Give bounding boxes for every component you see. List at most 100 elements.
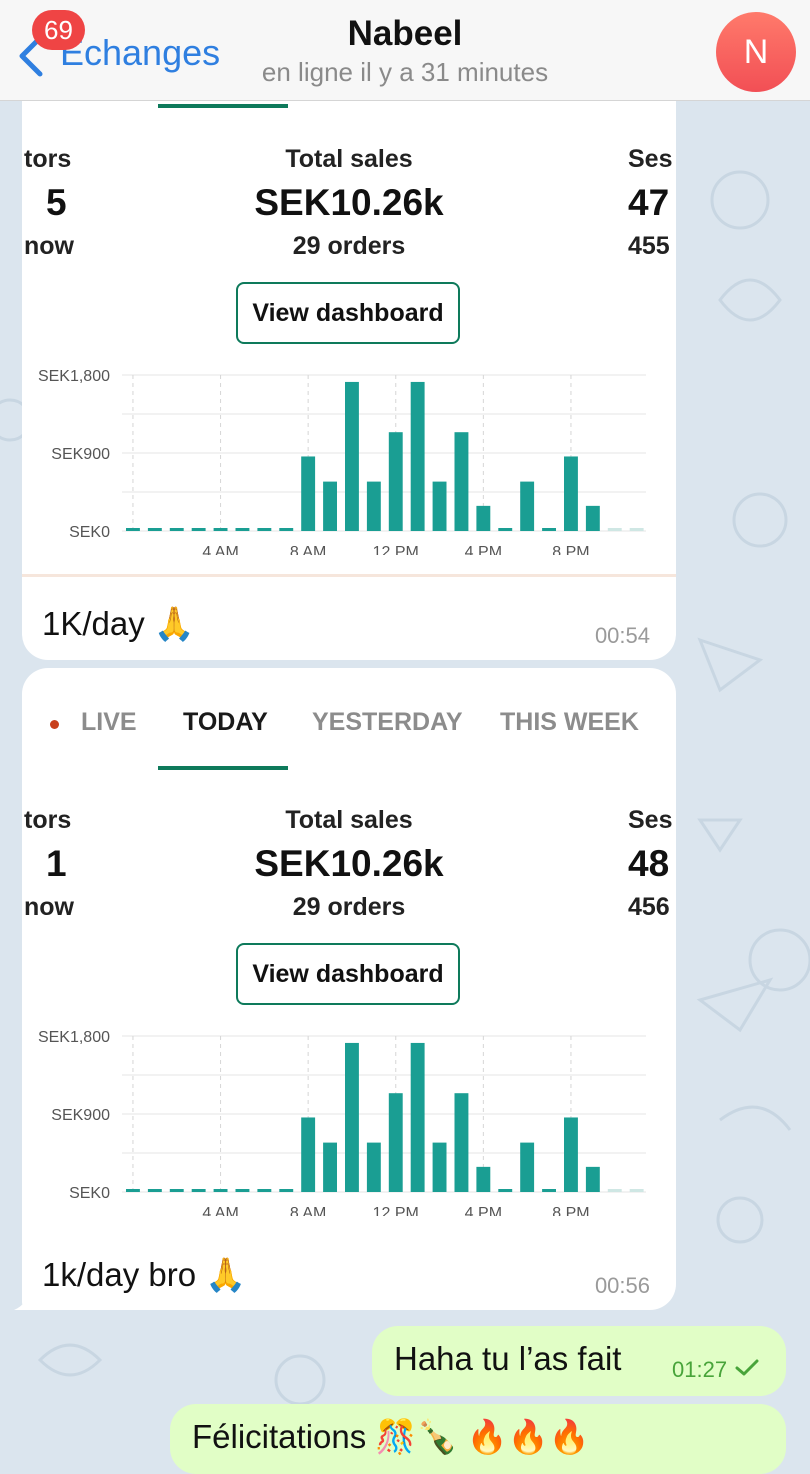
dashboard-screenshot[interactable]: tors 5 now Total sales SEK10.26k 29 orde…: [22, 60, 676, 580]
avatar[interactable]: N: [716, 12, 796, 92]
incoming-photo-message[interactable]: LIVE TODAY YESTERDAY THIS WEEK tors 1 no…: [22, 668, 676, 1310]
dashboard-screenshot[interactable]: LIVE TODAY YESTERDAY THIS WEEK tors 1 no…: [22, 668, 676, 1228]
chart-bar-zero: [169, 528, 184, 531]
metric-visitors-value: 5: [46, 182, 67, 223]
chart-bar: [323, 481, 337, 531]
metric-sessions-value: 47: [628, 182, 670, 223]
x-tick-label: 8 AM: [290, 544, 326, 555]
chart-bar: [476, 1166, 491, 1192]
incoming-photo-message[interactable]: tors 5 now Total sales SEK10.26k 29 orde…: [22, 60, 676, 660]
tab-live: LIVE: [81, 708, 137, 736]
chart-bar-zero: [629, 528, 644, 531]
chart-bar: [454, 432, 469, 531]
y-tick-label: SEK1,800: [38, 368, 110, 385]
chart-bar-zero: [498, 528, 513, 531]
chart-bar-zero: [191, 1189, 206, 1192]
metric-total-sales-label: Total sales: [285, 806, 413, 834]
message-time: 00:56: [594, 1273, 650, 1298]
message-text: Haha tu l’as fait: [394, 1340, 622, 1377]
chart-bar: [432, 1142, 447, 1192]
chevron-left-icon: [19, 35, 43, 77]
metric-sessions-sub: 456: [628, 893, 670, 921]
back-button[interactable]: Échanges 69: [12, 10, 232, 80]
chart-bar-zero: [147, 528, 162, 531]
chart-bar: [410, 1042, 425, 1192]
chart-bar-zero: [235, 528, 250, 531]
y-tick-label: SEK0: [69, 524, 110, 541]
chart-bar: [585, 505, 600, 531]
x-tick-label: 4 PM: [465, 544, 502, 555]
chart-bar: [345, 1042, 359, 1192]
chart-bar: [366, 1142, 381, 1192]
screenshot-divider: [22, 574, 676, 577]
chart-bar: [432, 481, 447, 531]
chart-bar: [454, 1093, 469, 1192]
metric-visitors-sub: now: [24, 232, 74, 260]
metric-sessions-value: 48: [628, 843, 670, 884]
chart-bar-zero: [498, 1189, 513, 1192]
tab-this-week: THIS WEEK: [500, 708, 639, 736]
metric-sessions-label: Ses: [628, 806, 673, 834]
chat-title[interactable]: Nabeel: [347, 14, 463, 53]
metric-visitors-sub: now: [24, 893, 74, 921]
chart-bar: [388, 432, 403, 531]
chart-bar: [345, 381, 359, 531]
chart-bar-zero: [257, 528, 272, 531]
chart-bar: [564, 1117, 578, 1192]
chart-bar-zero: [607, 528, 622, 531]
chart-bar: [520, 1142, 535, 1192]
back-label: Échanges: [60, 32, 221, 73]
chart-bar-zero: [542, 1189, 556, 1192]
chart-bar-zero: [279, 1189, 294, 1192]
metric-total-sales-label: Total sales: [285, 145, 413, 173]
chart-bar: [301, 1117, 316, 1192]
x-tick-label: 4 PM: [465, 1205, 502, 1216]
y-tick-label: SEK900: [51, 1107, 110, 1124]
chart-bar: [520, 481, 535, 531]
x-tick-label: 4 AM: [202, 1205, 238, 1216]
metric-sessions-sub: 455: [628, 232, 670, 260]
metric-total-sales-value: SEK10.26k: [254, 182, 444, 223]
x-tick-label: 8 PM: [552, 544, 589, 555]
chart-bar-zero: [147, 1189, 162, 1192]
x-tick-label: 8 AM: [290, 1205, 326, 1216]
outgoing-message[interactable]: Félicitations 🎊🍾 🔥🔥🔥: [170, 1404, 786, 1474]
chart-bar: [410, 381, 425, 531]
metric-visitors-label: tors: [24, 806, 72, 834]
chart-bar: [585, 1166, 600, 1192]
chart-bar-zero: [213, 528, 228, 531]
sales-chart: SEK0 SEK900 SEK1,800 4 AM 8 AM 12 PM 4 PM 8 PM: [38, 1029, 646, 1216]
chart-bar-zero: [629, 1189, 644, 1192]
tab-underline: [158, 104, 288, 108]
chat-status: en ligne il y a 31 minutes: [261, 57, 549, 87]
read-check-icon: [735, 1359, 759, 1376]
chart-bar: [366, 481, 381, 531]
view-dashboard-button[interactable]: View dashboard: [236, 282, 460, 344]
message-text: Félicitations 🎊🍾 🔥🔥🔥: [192, 1418, 591, 1455]
chart-bar-zero: [279, 528, 294, 531]
metric-visitors-label: tors: [24, 145, 72, 173]
chart-bar-zero: [542, 528, 556, 531]
tab-today: TODAY: [183, 708, 268, 736]
chart-bar: [323, 1142, 337, 1192]
chart-bar: [301, 456, 316, 531]
chat-header: Échanges 69 Nabeel en ligne il y a 31 mi…: [0, 0, 810, 101]
chart-bar-zero: [191, 528, 206, 531]
outgoing-message[interactable]: Haha tu l’as fait 01:27: [372, 1326, 786, 1396]
metric-orders: 29 orders: [292, 893, 406, 921]
chart-bar-zero: [257, 1189, 272, 1192]
x-tick-label: 12 PM: [373, 544, 419, 555]
live-dot-icon: [50, 720, 59, 729]
chart-bar: [476, 505, 491, 531]
y-tick-label: SEK0: [69, 1185, 110, 1202]
chart-bar: [564, 456, 578, 531]
tab-yesterday: YESTERDAY: [312, 708, 463, 736]
chart-bar: [388, 1093, 403, 1192]
message-time: 01:27: [672, 1357, 728, 1382]
view-dashboard-button[interactable]: View dashboard: [236, 943, 460, 1005]
chart-bar-zero: [169, 1189, 184, 1192]
tab-underline: [158, 766, 288, 770]
metric-visitors-value: 1: [46, 843, 67, 884]
chart-bar-zero: [126, 528, 140, 531]
period-tabs: LIVE TODAY YESTERDAY THIS WEEK: [22, 668, 676, 778]
